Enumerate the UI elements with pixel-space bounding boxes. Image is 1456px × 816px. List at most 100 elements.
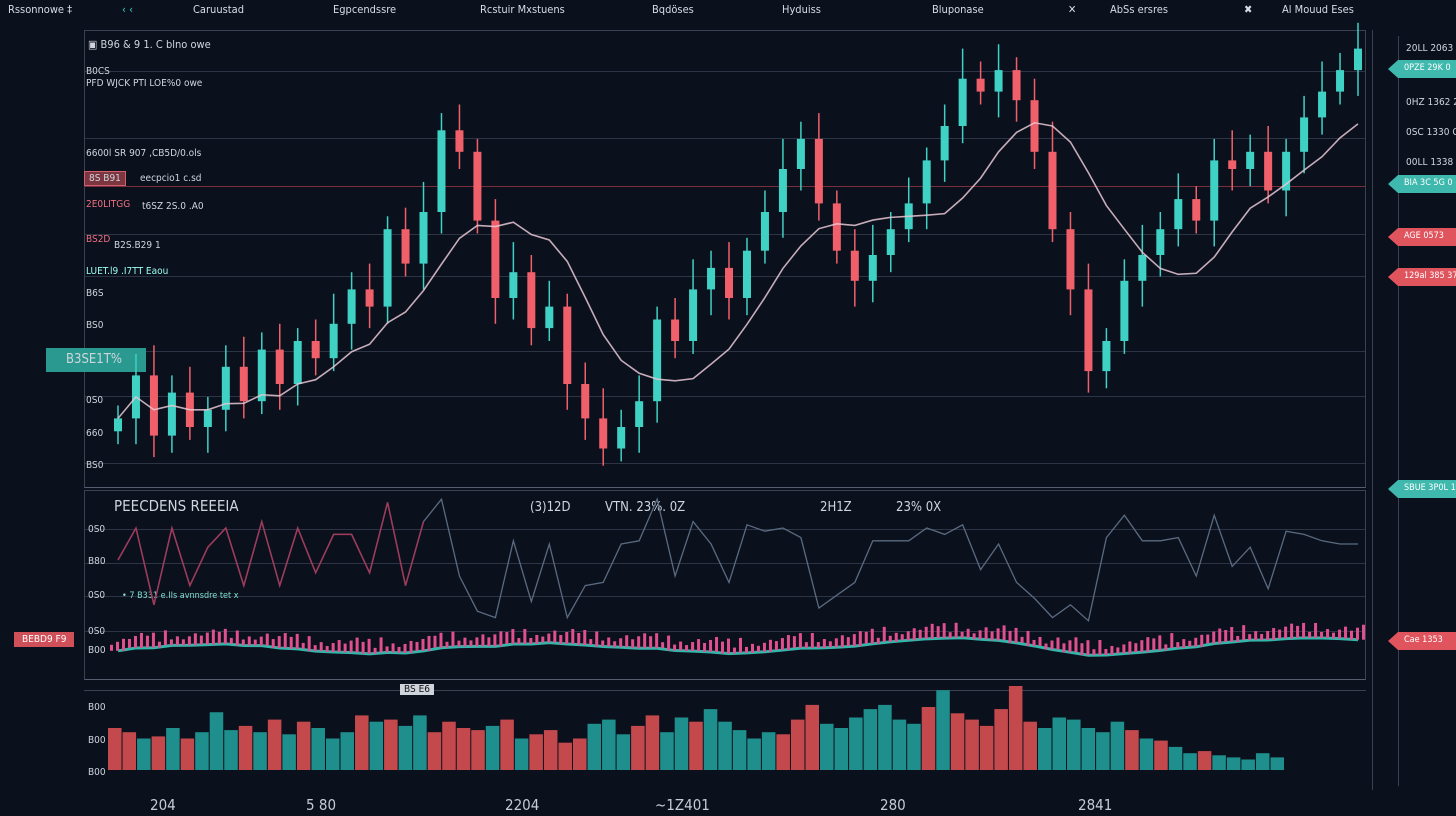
- candle-up: [1120, 280, 1129, 341]
- indicator-bar: [1260, 634, 1264, 641]
- menu-item[interactable]: Rcstuir Mxstuens: [480, 3, 565, 16]
- volume-bar: [108, 728, 122, 770]
- volume-bar: [572, 738, 587, 770]
- indicator-bar: [439, 632, 443, 648]
- indicator-bar: [978, 630, 982, 640]
- menu-item[interactable]: Bluponase: [932, 3, 984, 16]
- indicator-bar: [511, 629, 515, 645]
- candle-up: [653, 319, 662, 402]
- candle-up: [437, 130, 446, 212]
- menu-item[interactable]: Egpcendssre: [333, 3, 397, 16]
- menu-item[interactable]: AbSs ersres: [1110, 3, 1169, 16]
- indicator-bar: [1086, 640, 1090, 656]
- indicator-bar: [1230, 626, 1234, 642]
- indicator-bar: [972, 633, 976, 640]
- menu-item[interactable]: Caruustad: [193, 3, 244, 16]
- indicator-bar: [828, 641, 832, 648]
- indicator-bar: [804, 642, 808, 649]
- volume-bar: [1154, 740, 1168, 770]
- indicator-bar: [385, 646, 389, 653]
- menu-item[interactable]: Al Mouud Eses: [1282, 3, 1354, 16]
- volume-bar: [907, 723, 921, 770]
- indicator-bar: [253, 639, 257, 646]
- indicator-bar: [822, 639, 826, 649]
- candle-up: [1174, 199, 1183, 230]
- indicator-bar: [1038, 636, 1042, 646]
- indicator-bar: [307, 636, 311, 652]
- indicator-bar: [703, 642, 707, 652]
- indicator-bar: [631, 639, 635, 649]
- volume-bar: [1125, 730, 1139, 770]
- volume-bar: [413, 715, 427, 770]
- indicator-bar: [721, 641, 725, 654]
- indicator-bar: [792, 636, 796, 649]
- indicator-bar: [816, 642, 820, 649]
- indicator-bar: [1218, 628, 1222, 644]
- indicator-bar: [1284, 626, 1288, 639]
- candle-up: [1246, 151, 1255, 169]
- volume-bar: [660, 732, 674, 770]
- candle-down: [275, 349, 284, 384]
- close-icon[interactable]: ✖: [1244, 3, 1253, 16]
- candle-up: [796, 138, 805, 169]
- candle-up: [958, 78, 967, 126]
- menu-item[interactable]: Bqdöses: [652, 3, 694, 16]
- volume-bar: [1270, 757, 1284, 770]
- volume-bar: [1037, 728, 1052, 770]
- candle-down: [527, 272, 536, 329]
- axis-label: B00: [88, 645, 106, 656]
- price-label: B2S.B29 1: [114, 240, 161, 251]
- volume-bar: [282, 734, 296, 770]
- indicator-bar: [241, 639, 245, 646]
- candle-down: [599, 418, 608, 449]
- volume-bar: [732, 730, 747, 770]
- indicator-bar: [1266, 631, 1270, 641]
- menu-item[interactable]: Hyduiss: [782, 3, 821, 16]
- indicator-bar: [1128, 641, 1132, 654]
- candle-down: [671, 319, 680, 341]
- candle-down: [1066, 229, 1075, 290]
- volume-bar: [558, 742, 572, 770]
- candle-up: [509, 272, 518, 298]
- indicator-bar: [756, 645, 760, 652]
- volume-bar: [514, 738, 529, 770]
- indicator-bar: [1278, 629, 1282, 639]
- indicator-bar: [1032, 639, 1036, 646]
- back-icon[interactable]: ‹ ‹: [122, 3, 134, 16]
- candle-up: [221, 366, 230, 410]
- indicator-bar: [295, 633, 299, 649]
- price-label: BS0: [86, 460, 104, 471]
- volume-bar: [398, 725, 413, 770]
- indicator-bar: [133, 635, 137, 648]
- indicator-bar: [229, 637, 233, 644]
- indicator-bar: [409, 640, 413, 653]
- volume-bar: [805, 704, 820, 770]
- candle-up: [760, 212, 769, 251]
- indicator-bar: [673, 644, 677, 651]
- indicator-bar: [265, 633, 269, 646]
- indicator-bar: [996, 628, 1000, 641]
- indicator-bar: [110, 644, 113, 651]
- symbol-header: ▣ B96 & 9 1. C blno owe: [88, 38, 211, 51]
- indicator-bar: [583, 630, 587, 646]
- indicator-bar: [361, 641, 365, 654]
- indicator-bar: [1212, 631, 1216, 644]
- indicator-bar: [936, 626, 940, 639]
- indicator-bar: [1296, 625, 1300, 638]
- indicator-bar: [1344, 626, 1348, 639]
- candle-down: [976, 78, 985, 92]
- candle-up: [1300, 117, 1309, 152]
- indicator-bar: [277, 636, 281, 649]
- indicator-bar: [445, 641, 449, 648]
- indicator-bar: [175, 636, 179, 646]
- indicator-bar: [139, 632, 143, 648]
- menu-item[interactable]: Rssonnowe ‡: [8, 3, 73, 16]
- volume-bar: [456, 728, 471, 770]
- candle-down: [814, 138, 823, 204]
- close-icon[interactable]: ✕: [1068, 3, 1077, 16]
- price-label: 6600l SR 907 ,CB5D/0.ols: [86, 148, 202, 159]
- indicator-bar: [954, 622, 958, 638]
- volume-bar: [979, 725, 994, 770]
- candle-up: [1210, 160, 1219, 221]
